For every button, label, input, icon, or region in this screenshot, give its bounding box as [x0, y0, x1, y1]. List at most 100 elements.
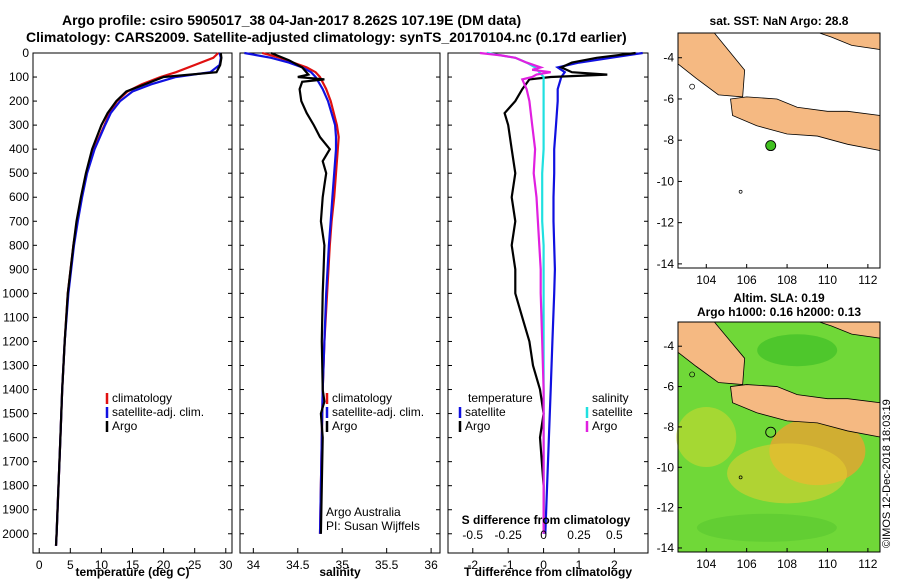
secondary-tick-label: -0.25: [494, 528, 522, 542]
series-line-t-argo: [503, 51, 636, 534]
x-tick-label: 25: [188, 558, 202, 572]
y-tick-label: 1800: [2, 479, 29, 493]
map-y-tick-label: -10: [657, 460, 675, 474]
y-tick-label: 200: [9, 94, 29, 108]
series-line-t-satellite: [544, 51, 643, 534]
credit-argo-australia: Argo Australia: [326, 505, 401, 519]
y-tick-label: 700: [9, 214, 29, 228]
x-tick-label: 20: [157, 558, 171, 572]
legend-label: satellite-adj. clim.: [112, 405, 204, 419]
y-tick-label: 500: [9, 166, 29, 180]
figure-text-layer: Argo Australia PI: Susan Wijffels: [326, 505, 420, 533]
map-y-tick-label: -10: [657, 174, 675, 188]
series-line-argo: [270, 51, 332, 534]
legend-label: Argo: [465, 419, 491, 433]
legend-label: Argo: [592, 419, 618, 433]
difference-panel: -2 -1 0 1 2T difference from climatology temp…: [447, 51, 649, 579]
y-tick-label: 900: [9, 262, 29, 276]
legend-label: satellite: [592, 405, 633, 419]
legend-label: climatology: [112, 391, 172, 405]
legend-label: Argo: [112, 419, 138, 433]
x-tick-label: 5: [67, 558, 74, 572]
figure-title-line-2: Climatology: CARS2009. Satellite-adjuste…: [26, 29, 627, 45]
figure-title-line-1: Argo profile: csiro 5905017_38 04-Jan-20…: [62, 12, 522, 28]
y-tick-label: 100: [9, 70, 29, 84]
x-tick-label: 2: [611, 558, 618, 572]
sla-low-patch: [757, 334, 838, 367]
series-line-argo: [54, 52, 223, 546]
secondary-axis-label: S difference from climatology: [462, 513, 631, 527]
map-y-tick-label: -12: [657, 216, 675, 230]
legend-label: climatology: [332, 391, 392, 405]
legend-label: satellite-adj. clim.: [332, 405, 424, 419]
secondary-tick-label: 0.25: [567, 528, 591, 542]
x-tick-label: -2: [467, 558, 478, 572]
map-y-tick-label: -14: [657, 541, 675, 555]
legend-label: satellite: [465, 405, 506, 419]
x-tick-label: 35.5: [375, 558, 399, 572]
map-y-tick-label: -4: [663, 339, 674, 353]
land-sumatra: [677, 32, 746, 98]
map-frame: [677, 321, 881, 553]
x-tick-label: 34.5: [286, 558, 310, 572]
x-axis-label: salinity: [319, 565, 361, 579]
x-axis-label: T difference from climatology: [464, 565, 632, 579]
map-y-tick-label: -6: [663, 380, 674, 394]
map-x-tick-label: 106: [737, 557, 757, 571]
y-tick-label: 2000: [2, 527, 29, 541]
y-tick-label: 600: [9, 190, 29, 204]
map-y-tick-label: -8: [663, 420, 674, 434]
y-tick-label: 1100: [3, 310, 29, 324]
y-tick-label: 800: [9, 238, 29, 252]
temperature-panel: 0 5 10 15 20 25 300100200300400500600700800900…: [2, 46, 232, 579]
x-tick-label: 30: [219, 558, 233, 572]
map-y-tick-label: -4: [663, 51, 674, 65]
sla-low-patch: [696, 513, 837, 542]
map-y-tick-label: -14: [657, 257, 675, 271]
plot-frame: [32, 52, 233, 554]
land-sumatra: [677, 321, 746, 385]
sla-mid-patch: [676, 407, 737, 467]
land-island: [689, 83, 695, 90]
salinity-panel: 34 34.5 35 35.5 36 salinity climatologysatelli…: [239, 51, 441, 579]
y-tick-label: 0: [22, 46, 29, 60]
sst-map-panel: sat. SST: NaN Argo: 28.8 104 106 108 110 112 -…: [657, 14, 881, 287]
map-title: sat. SST: NaN Argo: 28.8: [710, 14, 849, 28]
y-tick-label: 1300: [2, 359, 29, 373]
x-tick-label: 15: [126, 558, 140, 572]
x-axis-label: temperature (deg C): [75, 565, 189, 579]
x-tick-label: 1: [576, 558, 583, 572]
map-title: Altim. SLA: 0.19: [733, 291, 825, 305]
land-island: [738, 475, 743, 480]
y-tick-label: 1000: [2, 286, 29, 300]
x-tick-label: 35: [336, 558, 350, 572]
legend-label: Argo: [332, 419, 358, 433]
legend-label: salinity: [592, 391, 629, 405]
argo-position-marker: [765, 426, 777, 438]
sla-mid-patch: [727, 443, 848, 504]
secondary-tick-label: -0.5: [462, 528, 483, 542]
y-tick-label: 1900: [2, 503, 29, 517]
secondary-tick-label: 0: [540, 528, 547, 542]
legend-label: temperature: [468, 391, 533, 405]
map-x-tick-label: 104: [696, 557, 716, 571]
y-tick-label: 1500: [2, 407, 29, 421]
y-tick-label: 1700: [2, 455, 29, 469]
x-tick-label: 0: [540, 558, 547, 572]
x-tick-label: 36: [424, 558, 438, 572]
map-x-tick-label: 106: [737, 273, 757, 287]
map-y-tick-label: -8: [663, 133, 674, 147]
map-x-tick-label: 112: [858, 557, 877, 571]
map-frame: [677, 32, 881, 269]
y-tick-label: 400: [9, 142, 29, 156]
map-x-tick-label: 110: [818, 557, 837, 571]
x-tick-label: 34: [247, 558, 261, 572]
x-tick-label: -1: [503, 558, 514, 572]
map-y-tick-label: -12: [657, 501, 675, 515]
map-x-tick-label: 112: [858, 273, 877, 287]
land-island: [689, 371, 695, 378]
x-tick-label: 10: [95, 558, 109, 572]
map-title-2: Argo h1000: 0.16 h2000: 0.13: [697, 305, 861, 319]
